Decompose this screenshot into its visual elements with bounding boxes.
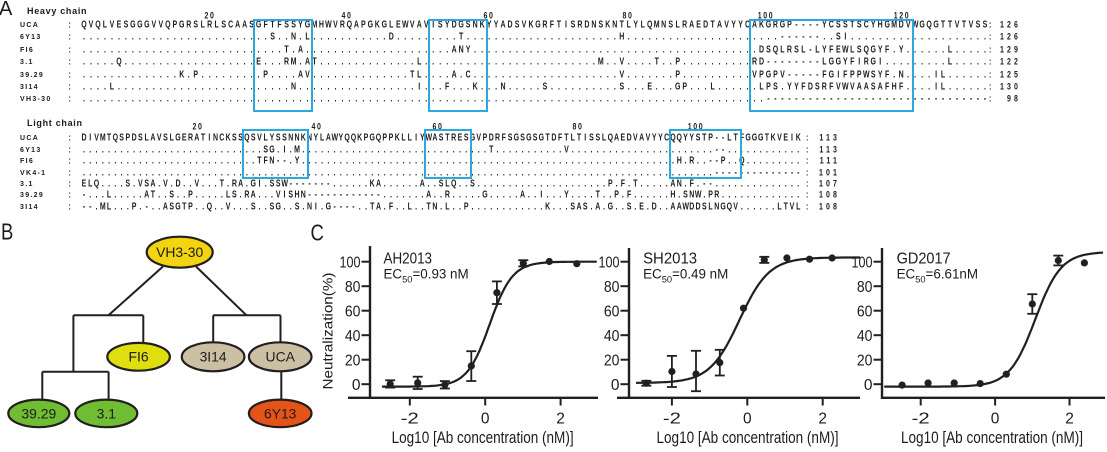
svg-text:40: 40 [857, 328, 873, 345]
svg-text:Neutralization(%): Neutralization(%) [320, 273, 336, 390]
svg-text:-2: -2 [663, 411, 681, 428]
svg-text:0: 0 [991, 411, 1000, 428]
svg-text:100: 100 [599, 254, 620, 271]
svg-text:Log10 [Ab concentration (nM)]: Log10 [Ab concentration (nM)] [392, 429, 574, 447]
svg-text:2: 2 [818, 411, 827, 428]
svg-text:0: 0 [611, 377, 620, 394]
svg-text:EC50=0.49 nM: EC50=0.49 nM [643, 267, 728, 285]
svg-text:0: 0 [743, 411, 752, 428]
svg-text:GD2017: GD2017 [897, 251, 951, 268]
svg-text:80: 80 [604, 279, 620, 296]
svg-text:100: 100 [340, 254, 361, 271]
svg-text:39.29: 39.29 [21, 405, 56, 421]
svg-text:-2: -2 [401, 411, 419, 428]
svg-text:3.1: 3.1 [97, 405, 117, 421]
svg-text:SH2013: SH2013 [643, 251, 697, 268]
svg-text:40: 40 [345, 328, 361, 345]
svg-text:20: 20 [604, 352, 620, 369]
svg-text:60: 60 [857, 303, 873, 320]
svg-text:6Y13: 6Y13 [264, 405, 297, 421]
svg-text:0: 0 [481, 411, 490, 428]
svg-text:FI6: FI6 [129, 349, 149, 365]
svg-text:2: 2 [1065, 411, 1074, 428]
svg-text:2: 2 [556, 411, 565, 428]
svg-text:0: 0 [864, 377, 873, 394]
svg-text:80: 80 [345, 279, 361, 296]
svg-text:20: 20 [857, 352, 873, 369]
svg-text:UCA: UCA [266, 349, 296, 365]
svg-text:80: 80 [857, 279, 873, 296]
svg-text:3I14: 3I14 [200, 349, 227, 365]
svg-text:VH3-30: VH3-30 [156, 244, 203, 260]
svg-text:AH2013: AH2013 [384, 251, 433, 268]
svg-text:100: 100 [852, 254, 873, 271]
svg-text:60: 60 [345, 303, 361, 320]
svg-text:EC50=0.93 nM: EC50=0.93 nM [384, 267, 469, 285]
svg-text:EC50=6.61nM: EC50=6.61nM [897, 267, 978, 285]
svg-text:Log10 [Ab concentration (nM)]: Log10 [Ab concentration (nM)] [657, 429, 839, 447]
svg-text:0: 0 [352, 377, 361, 394]
svg-text:60: 60 [604, 303, 620, 320]
svg-text:40: 40 [604, 328, 620, 345]
svg-text:Log10 [Ab concentration (nM)]: Log10 [Ab concentration (nM)] [901, 429, 1083, 447]
svg-text:-2: -2 [912, 411, 930, 428]
svg-text:20: 20 [345, 352, 361, 369]
